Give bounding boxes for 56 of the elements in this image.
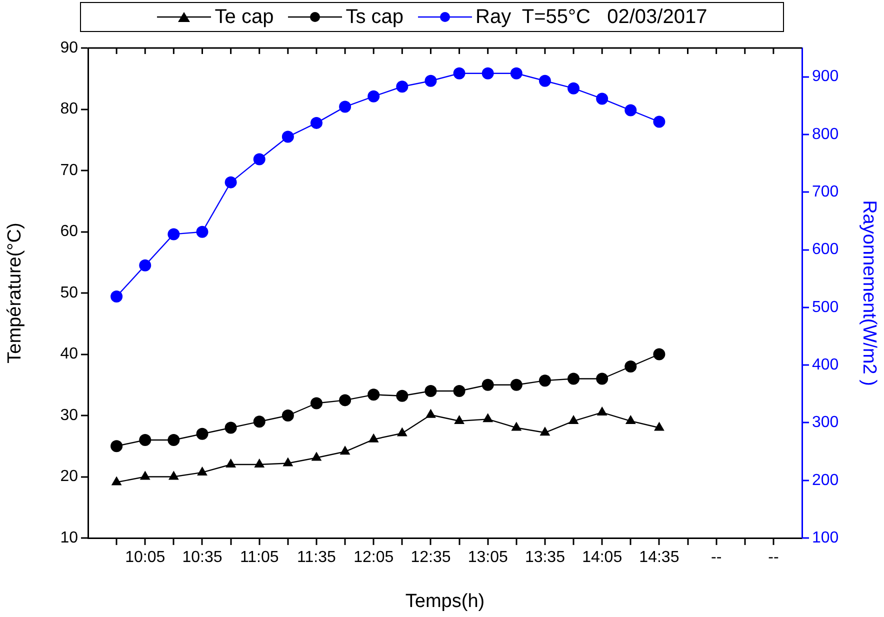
y-tick-label: 80 xyxy=(60,100,78,118)
point xyxy=(568,82,580,94)
y2-tick-label: 400 xyxy=(812,356,839,374)
y2-tick-label: 300 xyxy=(812,414,839,432)
point xyxy=(310,116,322,129)
point xyxy=(339,100,352,113)
point xyxy=(368,90,380,102)
y-tick-label: 30 xyxy=(60,406,78,424)
point xyxy=(624,104,637,116)
y2-tick-label: 100 xyxy=(812,529,839,546)
y-tick-label: 20 xyxy=(60,468,78,486)
x-tick-label: 11:35 xyxy=(297,549,336,566)
point xyxy=(453,67,466,80)
point xyxy=(510,67,522,80)
point xyxy=(196,226,208,238)
y-tick-label: 70 xyxy=(60,162,78,179)
x-tick-label: 14:35 xyxy=(639,549,680,566)
point xyxy=(482,67,494,80)
y2-tick-label: 800 xyxy=(812,126,839,143)
point xyxy=(596,92,608,105)
point xyxy=(282,130,294,143)
x-tick-label: 13:05 xyxy=(468,549,508,566)
x-tick-label: 12:05 xyxy=(354,549,394,566)
point xyxy=(168,228,180,240)
x-tick-label: 12:35 xyxy=(410,549,451,566)
y-axis-title: Température(°C) xyxy=(4,222,26,364)
y-tick-label: 10 xyxy=(60,529,78,546)
y2-tick-label: 600 xyxy=(812,241,839,258)
x-tick-label: -- xyxy=(768,549,779,566)
legend-label: Te cap xyxy=(214,6,274,28)
x-tick-label: 11:05 xyxy=(240,549,279,566)
y-tick-label: 90 xyxy=(60,39,78,56)
point xyxy=(396,80,408,93)
legend-label: Ts cap xyxy=(346,6,404,28)
x-tick-label: 14:05 xyxy=(582,549,622,566)
point xyxy=(224,176,237,188)
point xyxy=(110,290,123,302)
legend-label: Ray T=55°C 02/03/2017 xyxy=(476,6,708,28)
y2-axis-title: Rayonnement(W/m2 ) xyxy=(858,200,880,386)
y-tick-label: 50 xyxy=(60,284,78,302)
point xyxy=(653,116,666,128)
x-tick-label: 13:35 xyxy=(524,549,566,566)
y2-tick-label: 900 xyxy=(812,68,839,86)
x-axis-title: Temps(h) xyxy=(405,590,485,612)
y2-tick-label: 500 xyxy=(812,298,839,316)
point xyxy=(139,259,152,272)
y-tick-label: 40 xyxy=(60,346,78,363)
x-tick-label: 10:35 xyxy=(182,549,222,566)
point xyxy=(538,74,551,87)
y2-tick-label: 200 xyxy=(812,472,839,489)
x-tick-label: 10:05 xyxy=(125,549,166,566)
x-tick-label: -- xyxy=(710,549,722,566)
y-tick-label: 60 xyxy=(60,223,78,240)
point xyxy=(424,74,437,87)
y2-tick-label: 700 xyxy=(812,184,839,201)
point xyxy=(253,153,266,166)
